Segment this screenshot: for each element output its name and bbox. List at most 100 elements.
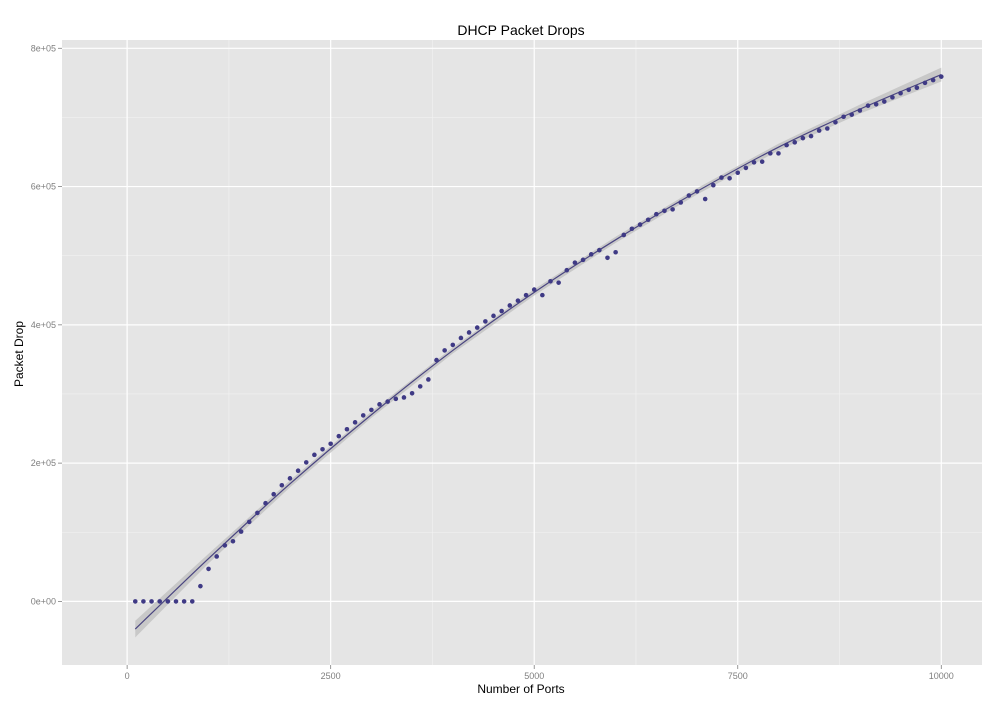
data-point: [401, 395, 407, 400]
data-point: [426, 377, 431, 382]
data-point: [906, 87, 912, 93]
x-tick-label: 10000: [929, 671, 954, 681]
data-point: [548, 278, 553, 284]
y-tick-label: 4e+05: [31, 320, 56, 330]
x-axis-title: Number of Ports: [477, 682, 564, 696]
data-point: [759, 159, 765, 164]
data-point: [556, 280, 561, 285]
data-point: [580, 257, 586, 263]
data-point: [499, 308, 504, 314]
data-point: [523, 292, 529, 298]
data-point: [670, 207, 675, 212]
y-axis-title: Packet Drop: [12, 321, 26, 387]
data-point: [442, 348, 447, 353]
data-point: [214, 554, 219, 559]
data-point: [833, 119, 838, 125]
data-point: [507, 303, 513, 308]
data-point: [873, 101, 879, 107]
data-point: [515, 298, 521, 303]
data-point: [141, 599, 146, 604]
data-point: [588, 252, 594, 257]
x-tick-label: 0: [125, 671, 130, 681]
data-point: [841, 114, 846, 120]
data-point: [385, 399, 390, 404]
data-point: [890, 95, 895, 100]
data-point: [800, 135, 806, 141]
x-tick-label: 7500: [728, 671, 748, 681]
x-tick-label: 5000: [524, 671, 544, 681]
data-point: [816, 128, 822, 133]
data-point: [132, 599, 138, 604]
y-axis-ticks: 0e+00 2e+05 4e+05 6e+05 8e+05: [31, 43, 62, 606]
data-point: [344, 426, 350, 432]
data-point: [898, 90, 903, 96]
data-point: [597, 247, 602, 253]
data-point: [246, 519, 252, 525]
data-point: [417, 384, 423, 389]
data-point: [702, 196, 708, 202]
y-tick-label: 8e+05: [31, 43, 56, 53]
data-point: [808, 133, 814, 139]
y-tick-label: 0e+00: [31, 596, 56, 606]
data-point: [483, 319, 488, 324]
chart-title: DHCP Packet Drops: [457, 22, 584, 38]
data-point: [409, 390, 415, 396]
data-point: [751, 160, 757, 165]
data-point: [531, 287, 537, 292]
data-point: [466, 330, 472, 335]
data-point: [605, 255, 610, 261]
data-point: [173, 599, 179, 604]
data-point: [230, 538, 236, 544]
data-point: [360, 413, 366, 418]
data-point: [645, 217, 651, 223]
data-point: [930, 77, 936, 83]
data-point: [678, 200, 684, 205]
data-point: [369, 407, 374, 413]
data-point: [776, 151, 781, 156]
data-point: [849, 112, 855, 117]
data-point: [662, 208, 667, 214]
data-points: [132, 74, 944, 604]
data-point: [735, 170, 741, 176]
data-point: [572, 260, 578, 265]
data-point: [621, 232, 627, 238]
data-point: [295, 468, 301, 474]
data-point: [865, 103, 871, 108]
x-axis-ticks: 0 2500 5000 7500 10000: [125, 665, 954, 681]
data-point: [825, 126, 830, 131]
data-point: [320, 446, 325, 452]
data-point: [434, 357, 439, 363]
data-point: [377, 402, 382, 407]
data-point: [792, 140, 798, 145]
data-point: [206, 566, 211, 572]
data-point: [564, 267, 570, 273]
data-point: [637, 222, 643, 227]
data-point: [686, 193, 692, 198]
data-point: [629, 226, 635, 232]
data-point: [181, 599, 187, 604]
data-point: [711, 182, 716, 188]
data-point: [238, 529, 244, 534]
data-point: [312, 452, 317, 458]
data-point: [768, 151, 773, 156]
data-point: [938, 74, 944, 79]
data-point: [491, 313, 496, 319]
y-tick-label: 2e+05: [31, 458, 56, 468]
data-point: [165, 599, 171, 604]
major-gridlines: [62, 40, 982, 665]
data-point: [784, 142, 789, 148]
data-point: [328, 441, 333, 447]
data-point: [279, 482, 285, 488]
minor-gridlines: [62, 40, 982, 665]
data-point: [222, 543, 228, 548]
data-point: [922, 80, 928, 86]
data-point: [287, 476, 293, 481]
data-point: [198, 583, 203, 589]
data-point: [857, 108, 863, 113]
data-point: [271, 491, 276, 497]
data-point: [882, 99, 887, 104]
data-point: [189, 599, 195, 604]
data-point: [613, 249, 618, 255]
data-point: [450, 342, 456, 348]
